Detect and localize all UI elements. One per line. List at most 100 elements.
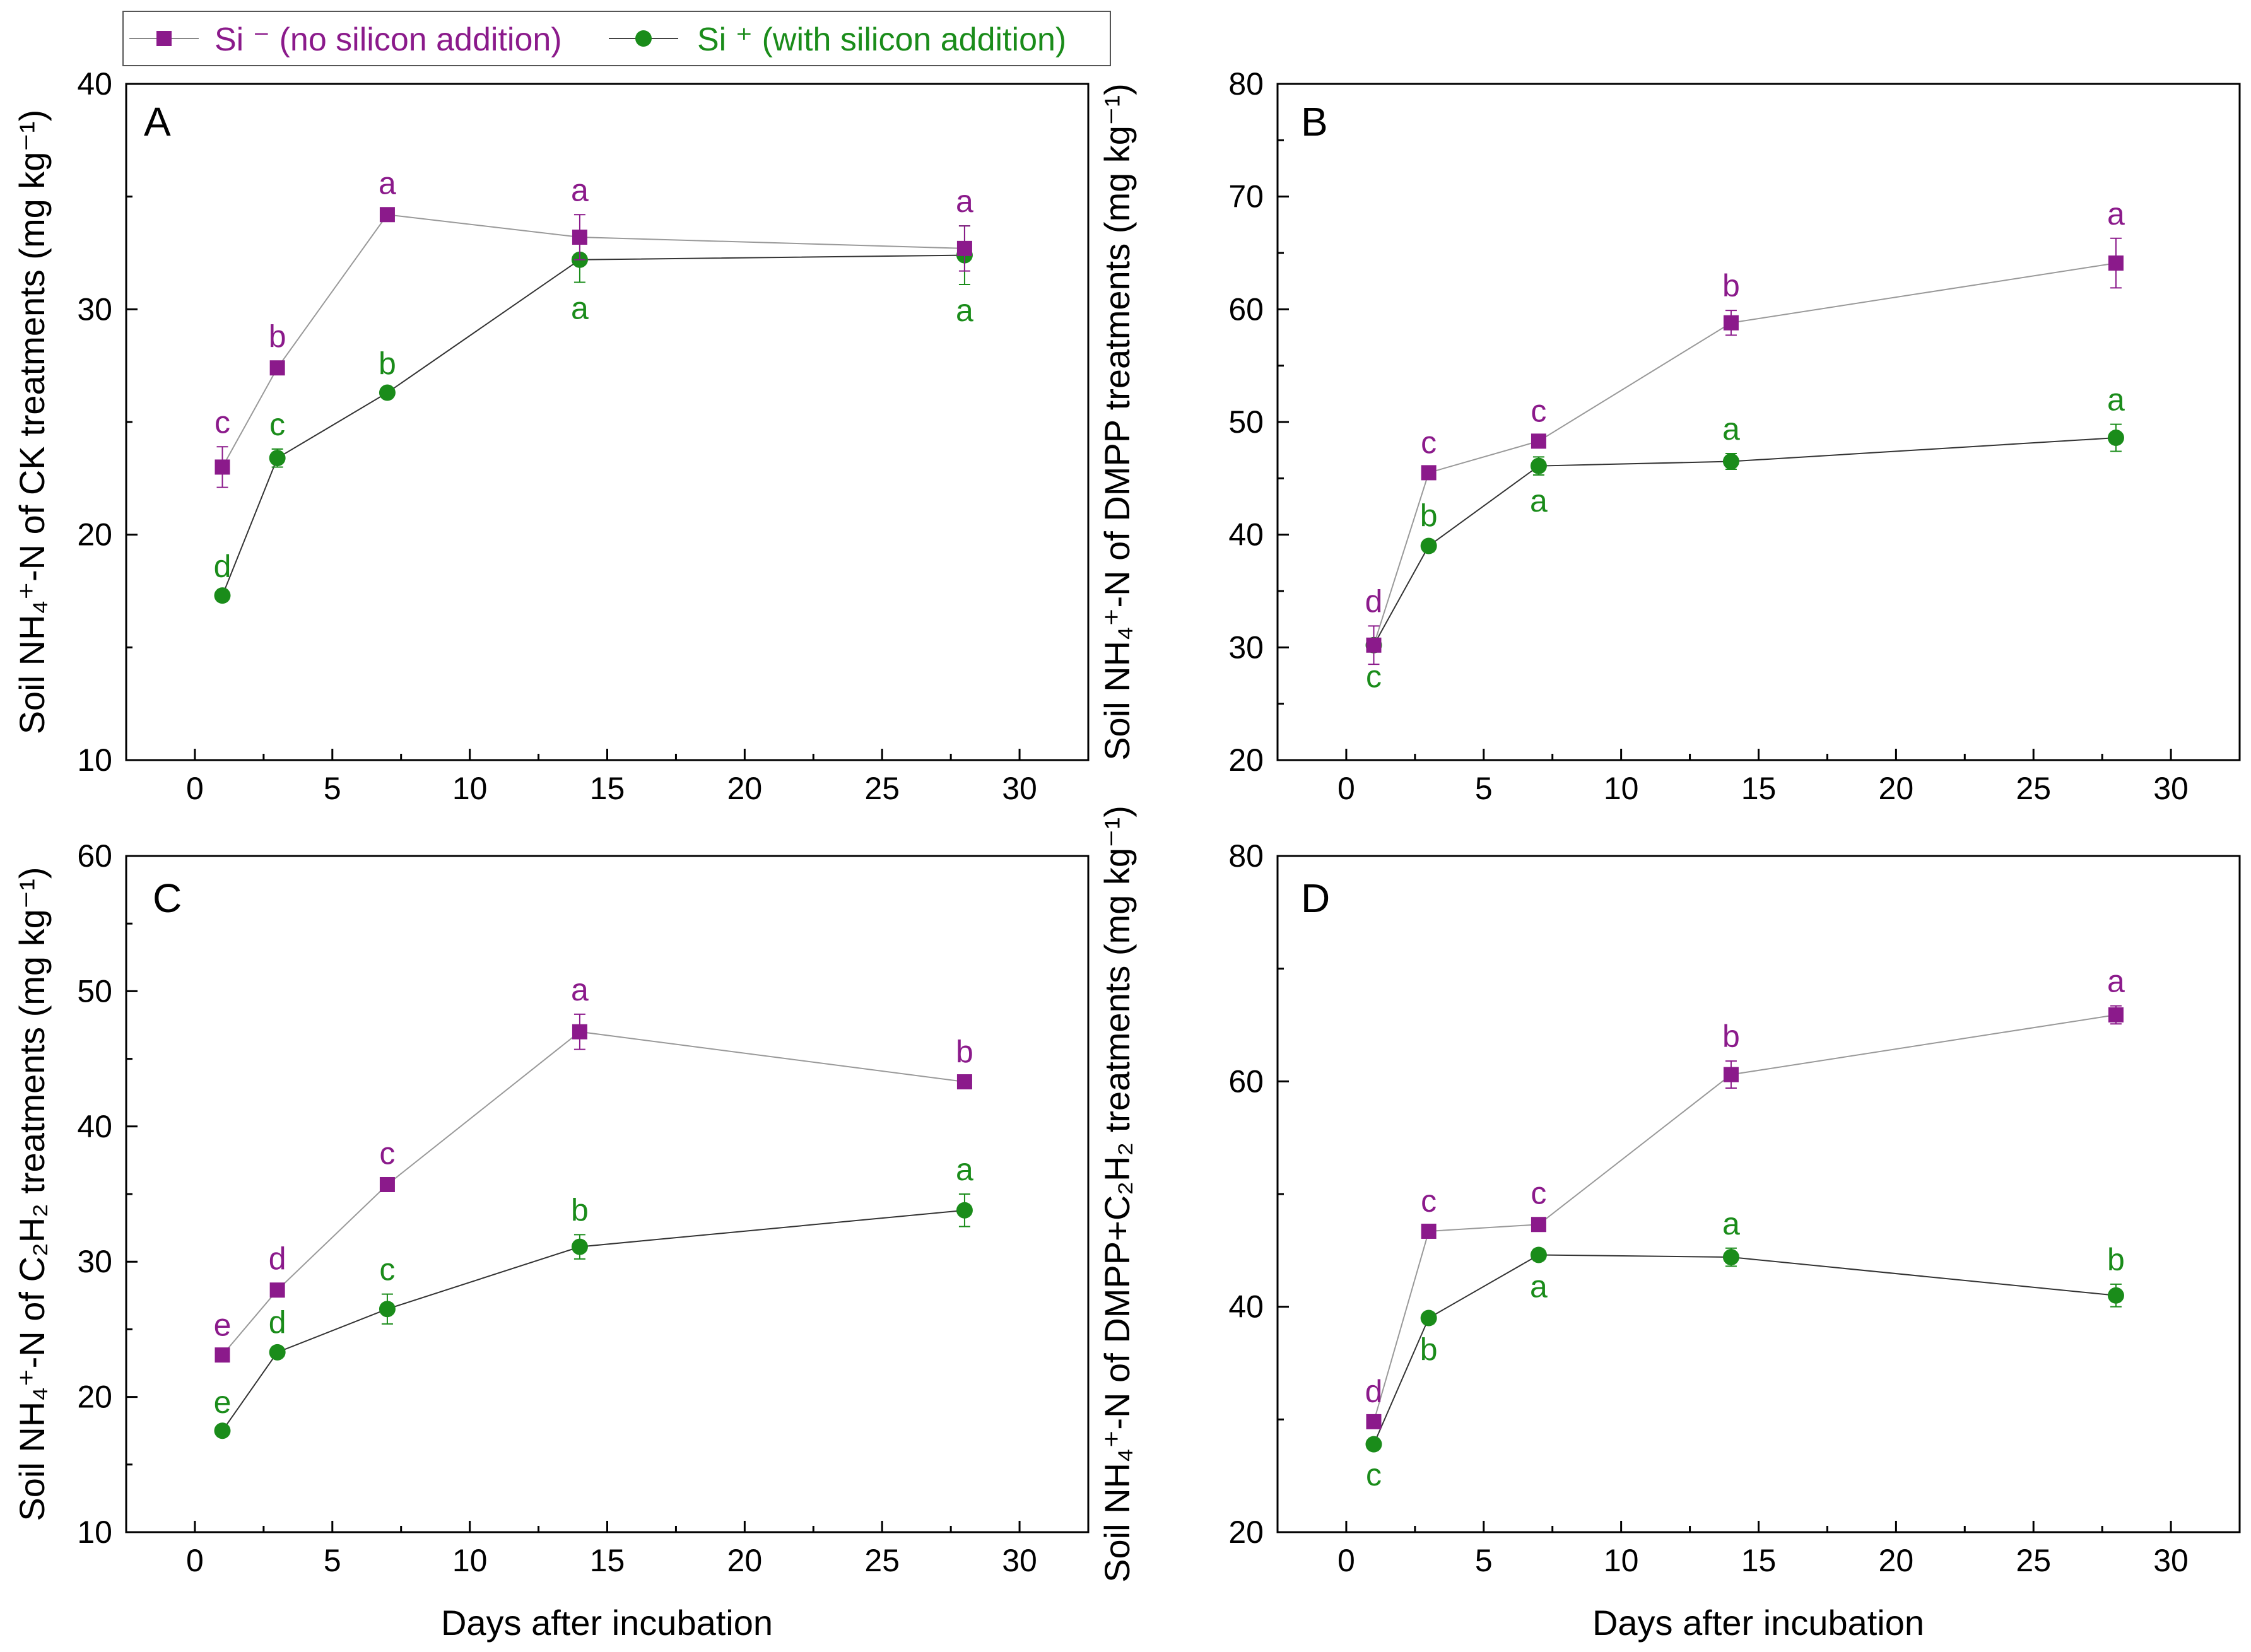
series-line-si-plus: [221, 1209, 965, 1431]
data-point-si-minus: [1723, 315, 1739, 331]
x-axis-title-right: Days after incubation: [1592, 1603, 1924, 1643]
y-tick-label: 40: [1228, 1289, 1264, 1325]
x-tick-label: 0: [1337, 771, 1355, 806]
x-tick-label: 30: [1002, 771, 1037, 806]
significance-letter-si-minus: a: [2107, 964, 2125, 999]
significance-letter-si-plus: a: [956, 293, 973, 328]
y-tick-label: 40: [77, 1109, 112, 1144]
x-tick-label: 25: [2016, 1543, 2051, 1578]
legend-label-si-minus: Si ⁻ (no silicon addition): [215, 21, 562, 58]
data-point-si-minus: [215, 1347, 230, 1363]
x-tick-label: 10: [1604, 771, 1639, 806]
panel-label: C: [153, 876, 182, 921]
x-tick-label: 25: [864, 1543, 900, 1578]
y-tick-label: 20: [1228, 1514, 1264, 1550]
significance-letter-si-plus: a: [1722, 1206, 1740, 1241]
data-point-si-minus: [1723, 1067, 1739, 1082]
x-tick-label: 5: [1475, 771, 1493, 806]
y-tick-label: 60: [1228, 291, 1264, 327]
data-point-si-plus: [1530, 457, 1547, 474]
series-line-si-plus: [1373, 1254, 2117, 1445]
data-point-si-minus: [956, 1074, 972, 1090]
x-tick-label: 5: [324, 771, 341, 806]
x-tick-label: 15: [1741, 1543, 1777, 1578]
data-point-si-plus: [1722, 453, 1739, 470]
series-line-si-minus: [221, 1031, 965, 1356]
x-tick-label: 15: [590, 771, 625, 806]
significance-letter-si-minus: a: [571, 972, 589, 1007]
plot-frame: [1276, 83, 2241, 761]
significance-letter-si-plus: e: [214, 1385, 232, 1420]
data-point-si-plus: [571, 1238, 588, 1255]
panel-d: D Soil NH₄⁺-N of DMPP+C₂H₂ treatments (m…: [1097, 805, 2241, 1583]
data-point-si-minus: [2108, 255, 2124, 271]
plot-frame: [125, 855, 1090, 1533]
significance-letter-si-minus: a: [379, 166, 396, 201]
x-tick-label: 15: [590, 1543, 625, 1578]
y-tick-label: 50: [77, 973, 112, 1009]
panel-label: D: [1301, 876, 1330, 921]
y-tick-label: 30: [77, 1244, 112, 1279]
data-point-si-plus: [1365, 1436, 1382, 1453]
data-point-si-minus: [1366, 637, 1382, 653]
y-tick-label: 80: [1228, 66, 1264, 102]
y-tick-label: 60: [77, 838, 112, 874]
significance-letter-si-plus: a: [571, 290, 589, 325]
significance-letter-si-minus: c: [1531, 393, 1546, 428]
significance-letter-si-plus: d: [269, 1304, 286, 1340]
y-axis-title: Soil NH₄⁺-N of DMPP treatments (mg kg⁻¹): [1097, 83, 1137, 761]
x-tick-label: 10: [452, 771, 488, 806]
data-point-si-minus: [1366, 1414, 1382, 1429]
x-tick-label: 30: [1002, 1543, 1037, 1578]
significance-letter-si-plus: d: [214, 549, 232, 584]
data-point-si-minus: [379, 1176, 395, 1192]
data-point-si-plus: [1530, 1246, 1547, 1263]
significance-letter-si-minus: b: [956, 1034, 973, 1069]
data-point-si-plus: [269, 1344, 286, 1361]
legend-marker-si-plus-icon: [635, 30, 652, 47]
x-tick-label: 20: [727, 1543, 763, 1578]
significance-letter-si-minus: b: [1722, 268, 1740, 303]
x-tick-label: 0: [186, 771, 204, 806]
data-point-si-minus: [2108, 1007, 2124, 1022]
y-tick-label: 40: [77, 66, 112, 102]
series-line-si-plus: [221, 254, 965, 596]
y-axis-title: Soil NH₄⁺-N of C₂H₂ treatments (mg kg⁻¹): [12, 867, 52, 1521]
data-point-si-minus: [572, 1024, 587, 1040]
y-axis-title: Soil NH₄⁺-N of DMPP+C₂H₂ treatments (mg …: [1097, 805, 1137, 1583]
y-tick-label: 80: [1228, 838, 1264, 874]
panel-label: B: [1301, 99, 1328, 144]
significance-letter-si-minus: c: [215, 404, 230, 440]
data-point-si-plus: [379, 1301, 396, 1318]
significance-letter-si-minus: a: [2107, 196, 2125, 231]
y-tick-label: 20: [1228, 742, 1264, 778]
significance-letter-si-plus: a: [1722, 411, 1740, 447]
data-point-si-minus: [269, 1282, 285, 1298]
significance-letter-si-plus: a: [1530, 1268, 1548, 1304]
data-point-si-minus: [1421, 465, 1437, 481]
significance-letter-si-minus: e: [214, 1308, 232, 1343]
y-tick-label: 10: [77, 742, 112, 778]
significance-letter-si-plus: b: [1420, 1332, 1438, 1367]
x-axis-title-left: Days after incubation: [441, 1603, 773, 1643]
data-point-si-plus: [214, 587, 231, 604]
significance-letter-si-plus: a: [2107, 382, 2125, 418]
y-tick-label: 70: [1228, 179, 1264, 214]
x-tick-label: 25: [864, 771, 900, 806]
significance-letter-si-plus: a: [1530, 483, 1548, 518]
significance-letter-si-minus: a: [956, 184, 973, 219]
x-tick-label: 30: [2153, 771, 2189, 806]
data-point-si-minus: [956, 240, 972, 256]
series-line-si-minus: [221, 214, 965, 467]
x-tick-label: 20: [1879, 771, 1914, 806]
legend-marker-si-minus-icon: [156, 31, 172, 46]
significance-letter-si-plus: c: [269, 407, 285, 442]
y-tick-label: 20: [77, 517, 112, 553]
data-point-si-minus: [1421, 1223, 1437, 1239]
data-point-si-plus: [1420, 1309, 1437, 1327]
y-tick-label: 10: [77, 1514, 112, 1550]
significance-letter-si-plus: b: [379, 346, 396, 381]
x-tick-label: 5: [1475, 1543, 1493, 1578]
x-tick-label: 10: [452, 1543, 488, 1578]
significance-letter-si-minus: c: [1421, 425, 1437, 460]
